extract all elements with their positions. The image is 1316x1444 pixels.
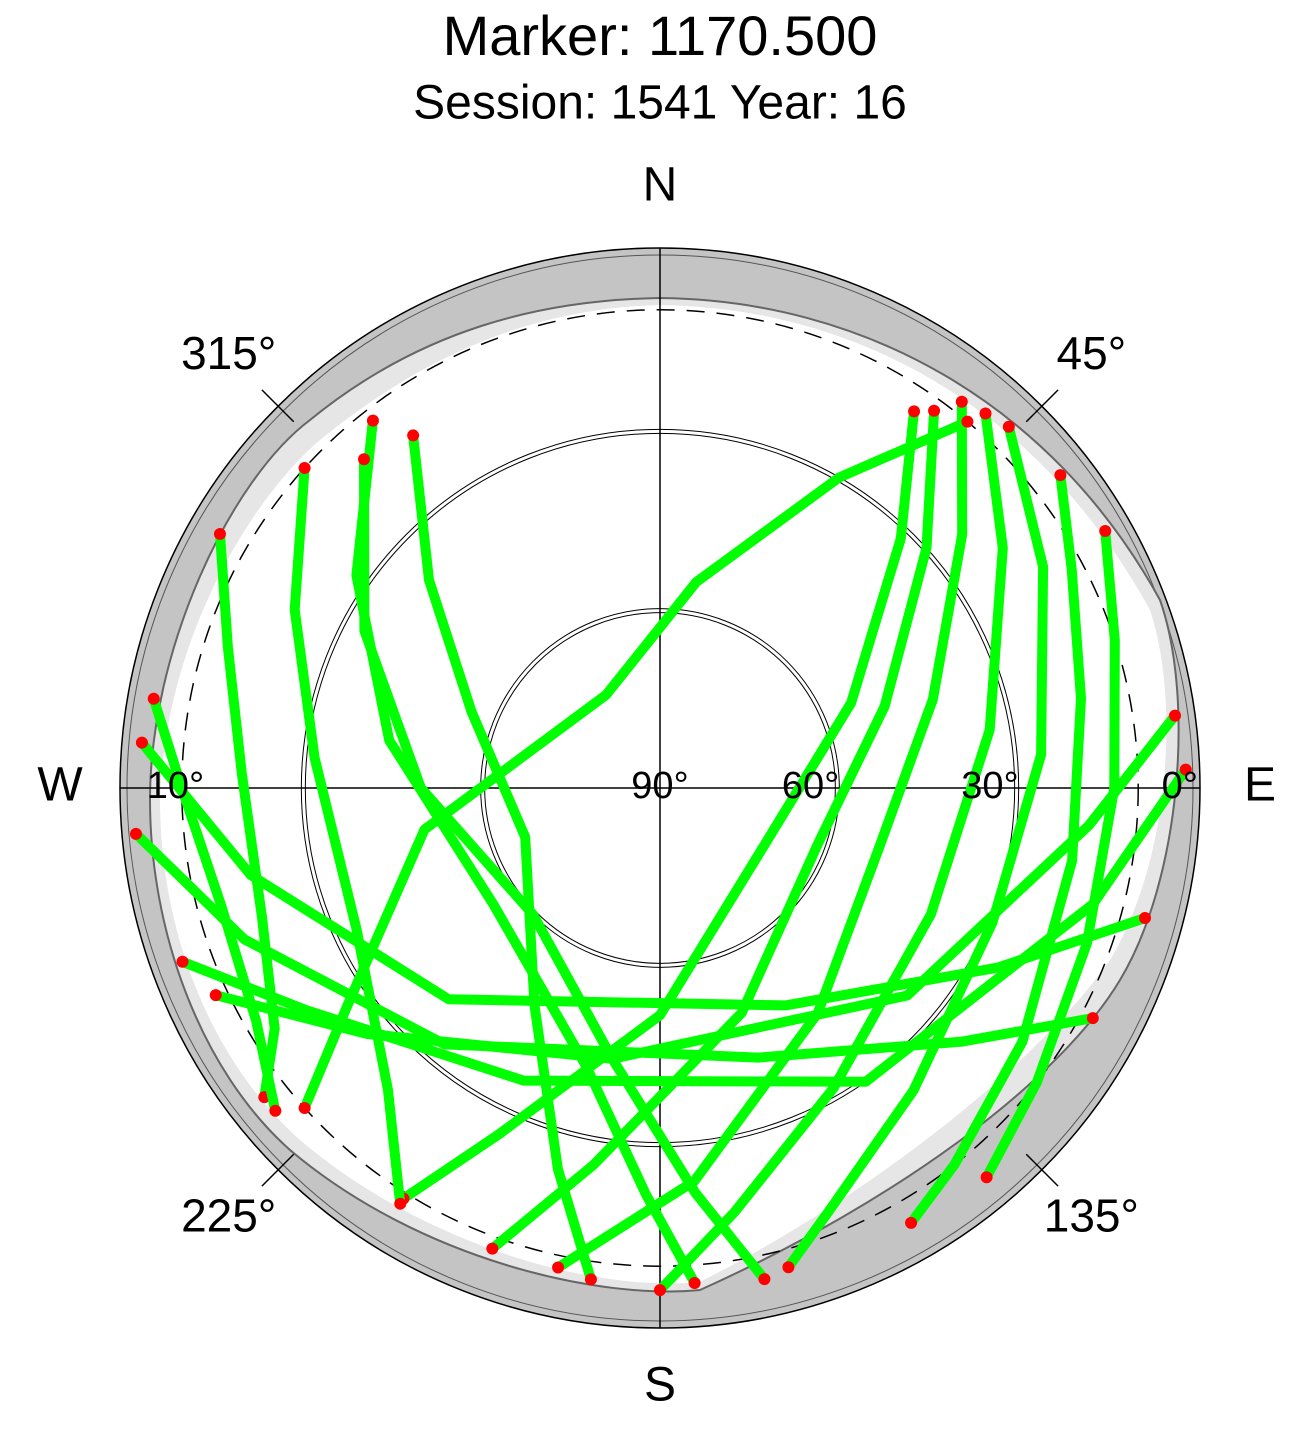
azimuth-tick-label: 135° (1044, 1189, 1139, 1241)
satellite-track (299, 416, 973, 1113)
track-endpoint (905, 1216, 918, 1229)
elevation-tick-label: 90° (631, 765, 688, 807)
track-endpoint (358, 453, 371, 466)
satellite-track (215, 528, 280, 1103)
satellite-track (177, 764, 1191, 1087)
elevation-tick-label: 60° (782, 765, 839, 807)
azimuth-tick-label: 45° (1057, 327, 1127, 379)
track-endpoint (407, 429, 420, 442)
track-endpoint (209, 989, 222, 1002)
track-endpoint (1054, 469, 1067, 482)
satellite-track (553, 396, 968, 1273)
satellite-track (351, 415, 700, 1288)
satellite-track (408, 430, 596, 1285)
labels: N E S W 45° 135° 225° 315° 0° 30° 60° 90° 10° (37, 159, 1276, 1412)
track-endpoint (955, 395, 968, 408)
azimuth-tick (261, 1153, 295, 1187)
track-endpoint (979, 407, 992, 420)
track-endpoint (269, 1104, 282, 1117)
satellite-track (289, 463, 406, 1209)
chart-title: Marker: 1170.500 (443, 4, 878, 67)
track-endpoint (213, 527, 226, 540)
track-endpoint (961, 415, 974, 428)
track-endpoint (298, 1101, 311, 1114)
mask-label: 10° (147, 765, 204, 807)
track-endpoint (782, 1261, 795, 1274)
direction-label: N (643, 159, 678, 212)
track-endpoint (135, 736, 148, 749)
direction-label: S (644, 1359, 676, 1412)
satellite-track (210, 710, 1180, 1064)
direction-label: E (1244, 759, 1276, 812)
elevation-ring (300, 428, 1020, 1148)
tracks (129, 395, 1192, 1297)
track-endpoint (366, 414, 379, 427)
track-endpoint (1179, 763, 1192, 776)
track-endpoint (654, 1284, 666, 1297)
track-endpoint (758, 1273, 771, 1286)
satellite-track (906, 470, 1086, 1228)
azimuth-tick (1025, 1153, 1059, 1187)
azimuth-tick-label: 225° (181, 1189, 276, 1241)
track-endpoint (1169, 709, 1182, 722)
track-endpoint (1099, 524, 1112, 537)
azimuth-tick-label: 315° (181, 327, 276, 379)
track-endpoint (980, 1171, 993, 1184)
azimuth-tick (1025, 389, 1059, 423)
satellite-track (655, 408, 1008, 1296)
satellite-track (131, 828, 1098, 1063)
track-endpoint (1139, 911, 1152, 924)
track-endpoint (552, 1261, 565, 1274)
satellite-track (487, 405, 940, 1254)
track-endpoint (298, 462, 311, 475)
chart-subtitle: Session: 1541 Year: 16 (413, 77, 907, 130)
azimuth-tick (261, 389, 295, 423)
track-endpoint (394, 1197, 407, 1210)
track-endpoint (147, 692, 160, 705)
track-endpoint (908, 405, 921, 418)
satellite-track (148, 693, 281, 1116)
track-endpoint (584, 1273, 597, 1286)
satellite-track (398, 406, 919, 1204)
satellite-track (981, 526, 1120, 1183)
track-endpoint (486, 1242, 499, 1255)
track-endpoint (1002, 420, 1015, 433)
direction-label: W (37, 759, 83, 812)
track-endpoint (688, 1276, 701, 1289)
track-endpoint (1086, 1012, 1099, 1025)
track-endpoint (176, 955, 189, 968)
track-endpoint (928, 404, 941, 417)
elevation-tick-label: 30° (961, 765, 1018, 807)
track-endpoint (129, 827, 142, 840)
elevation-tick-label: 0° (1162, 765, 1198, 807)
